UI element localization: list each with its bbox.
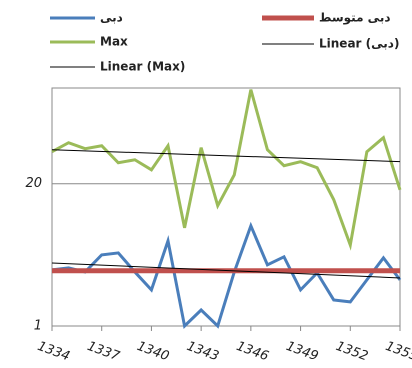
- x-tick-label: 1346: [234, 339, 270, 364]
- legend-label: دبی متوسط: [319, 11, 390, 26]
- x-tick-label: 1334: [35, 339, 71, 364]
- x-tick-label: 1352: [334, 339, 370, 364]
- series-line: [51, 221, 402, 329]
- x-tick-label: 1337: [85, 339, 122, 365]
- legend-label: Linear (دبی): [319, 37, 399, 51]
- series-line: [51, 149, 401, 163]
- y-tick-label: 20: [25, 176, 42, 191]
- series-line: [51, 89, 402, 251]
- y-tick-label: 1: [34, 319, 42, 334]
- x-tick-label: 1340: [135, 339, 171, 364]
- legend-label: دبی: [100, 11, 123, 25]
- series-line: [51, 262, 401, 279]
- x-tick-label: 1355: [383, 339, 412, 364]
- legend-label: Max: [100, 35, 128, 49]
- x-tick-label: 1349: [284, 339, 320, 364]
- legend-label: Linear (Max): [100, 60, 185, 74]
- plot-area: [51, 87, 401, 327]
- x-tick-label: 1343: [185, 339, 221, 364]
